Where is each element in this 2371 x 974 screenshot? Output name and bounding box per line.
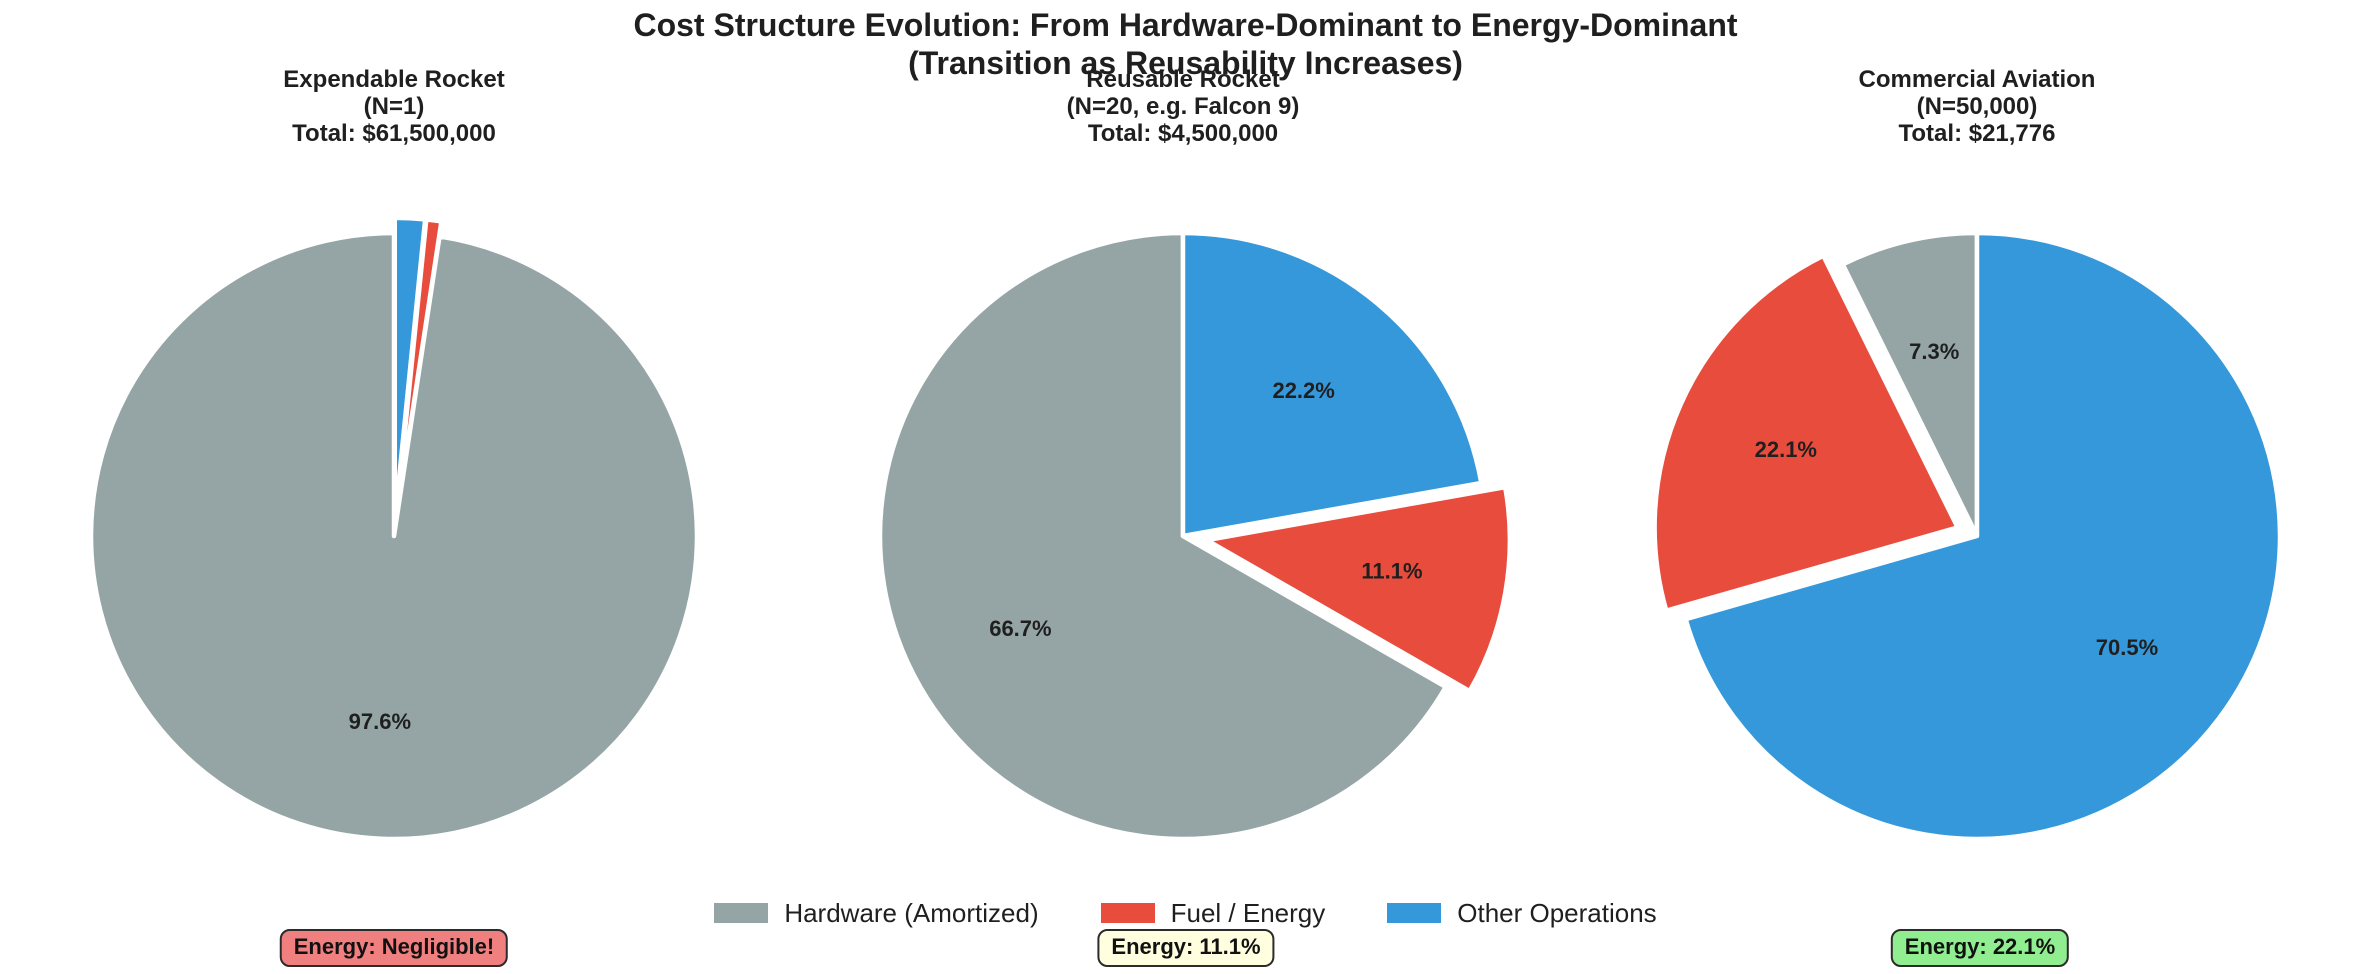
pie-0-pct-label-hardware: 97.6% xyxy=(349,709,411,734)
pie-aviation-total: Total: $21,776 xyxy=(1898,120,2056,147)
pie-aviation-subtitle: Commercial Aviation (N=50,000) Total: $2… xyxy=(1697,66,2257,147)
chart-title: Cost Structure Evolution: From Hardware-… xyxy=(486,6,1886,82)
pie-aviation-n: (N=50,000) xyxy=(1916,93,2038,120)
pie-1-pct-label-fuel: 11.1% xyxy=(1361,558,1422,583)
pie-expendable-total: Total: $61,500,000 xyxy=(292,120,496,147)
pie-1-slice-other xyxy=(1180,230,1484,539)
fuel-swatch-icon xyxy=(1100,903,1155,923)
pie-reusable-total: Total: $4,500,000 xyxy=(1087,120,1279,147)
pie-1-pct-label-hardware: 66.7% xyxy=(989,616,1051,641)
pie-expendable-n: (N=1) xyxy=(363,93,425,120)
pie-reusable-title: Reusable Rocket xyxy=(1086,66,1280,93)
pie-0-slice-other xyxy=(392,215,428,524)
annotation-energy-22-1: Energy: 22.1% xyxy=(1890,929,2070,967)
annotation-energy-negligible: Energy: Negligible! xyxy=(279,929,509,967)
legend-item-other: Other Operations xyxy=(1387,897,1657,929)
legend-label-other: Other Operations xyxy=(1457,897,1657,928)
pie-1-slice-fuel xyxy=(1204,484,1513,694)
annotation-energy-11-1: Energy: 11.1% xyxy=(1097,929,1275,967)
pie-expendable-title: Expendable Rocket xyxy=(283,66,505,93)
chart-title-line1: Cost Structure Evolution: From Hardware-… xyxy=(633,7,1738,43)
pie-2-slice-fuel xyxy=(1652,253,1960,613)
legend: Hardware (Amortized) Fuel / Energy Other… xyxy=(0,896,2371,930)
chart-title-line2: (Transition as Reusability Increases) xyxy=(908,45,1463,81)
pie-2-slice-other xyxy=(1683,230,2283,842)
pie-expendable-subtitle: Expendable Rocket (N=1) Total: $61,500,0… xyxy=(114,66,674,147)
hardware-swatch-icon xyxy=(714,903,769,923)
legend-label-hardware: Hardware (Amortized) xyxy=(784,897,1039,928)
pie-2-pct-label-other: 70.5% xyxy=(2096,635,2158,660)
pie-1-pct-label-other: 22.2% xyxy=(1272,378,1334,403)
pie-0-slice-hardware xyxy=(88,230,700,842)
other-swatch-icon xyxy=(1387,903,1442,923)
legend-item-hardware: Hardware (Amortized) xyxy=(714,897,1039,929)
pie-reusable-n: (N=20, e.g. Falcon 9) xyxy=(1066,93,1300,120)
pie-2-pct-label-fuel: 22.1% xyxy=(1755,437,1817,462)
legend-item-fuel: Fuel / Energy xyxy=(1100,897,1326,929)
pie-aviation-title: Commercial Aviation xyxy=(1858,66,2096,93)
pie-2-pct-label-hardware: 7.3% xyxy=(1909,339,1959,364)
pie-2-slice-hardware xyxy=(1840,230,1980,539)
pie-reusable-subtitle: Reusable Rocket (N=20, e.g. Falcon 9) To… xyxy=(903,66,1463,147)
legend-label-fuel: Fuel / Energy xyxy=(1170,897,1326,928)
pie-1-slice-hardware xyxy=(877,230,1448,842)
